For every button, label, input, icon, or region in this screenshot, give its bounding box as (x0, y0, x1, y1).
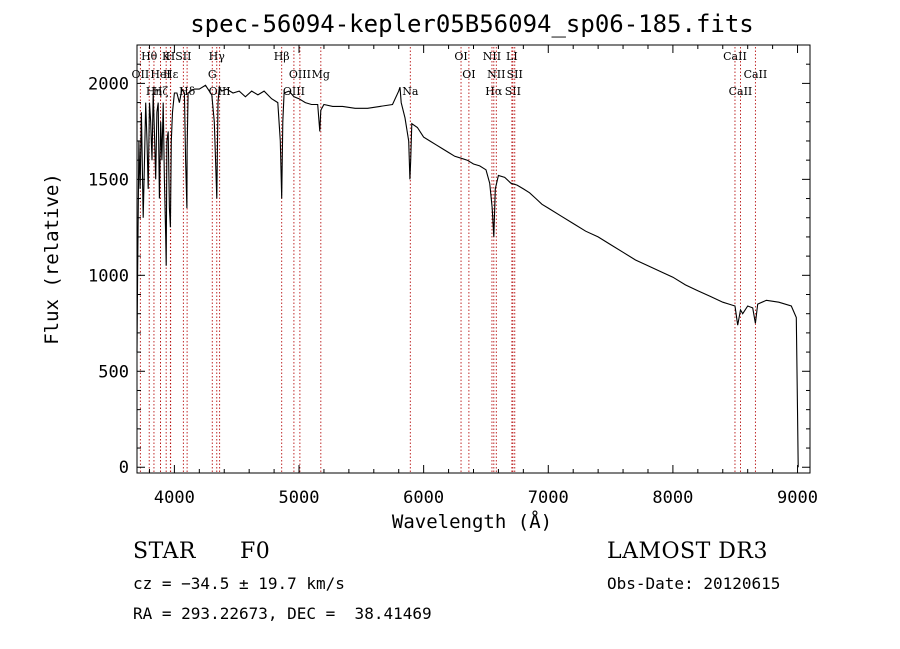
y-tick-label: 500 (98, 362, 129, 382)
x-tick-label: 8000 (652, 488, 693, 508)
line-marker-label: Hγ (209, 50, 226, 63)
obs-date: Obs-Date: 20120615 (607, 574, 781, 593)
line-marker-label: NII (487, 68, 505, 81)
line-marker-label: Na (402, 85, 419, 98)
line-marker-label: Hε (163, 68, 179, 81)
line-marker-label: OIII (289, 68, 311, 81)
x-tick-label: 4000 (154, 488, 195, 508)
x-tick-label: 6000 (403, 488, 444, 508)
object-class: STAR (133, 539, 196, 564)
x-tick-label: 5000 (279, 488, 320, 508)
line-marker-label: Hβ (274, 50, 290, 63)
line-marker-label: K (162, 50, 171, 63)
y-tick-label: 0 (119, 458, 129, 478)
coordinates: RA = 293.22673, DEC = 38.41469 (133, 604, 432, 623)
spectrum-chart: spec-56094-kepler05B56094_sp06-185.fits … (41, 10, 818, 533)
line-marker-label: NII (483, 50, 501, 63)
survey-name: LAMOST DR3 (607, 539, 768, 564)
line-marker-label: OIII (283, 85, 305, 98)
line-marker-label: Hα (485, 85, 503, 98)
line-marker-label: OIII (209, 85, 231, 98)
line-marker-label: SII (507, 68, 523, 81)
line-marker-label: Hζ (153, 85, 169, 98)
plot-frame (136, 44, 811, 474)
line-marker-label: CaII (723, 50, 747, 63)
line-marker-label: H (166, 50, 176, 63)
line-marker-label: SII (505, 85, 521, 98)
line-marker-label: OI (462, 68, 475, 81)
y-tick-label: 1000 (88, 266, 129, 286)
axis-ticks: 4000 5000 6000 7000 8000 9000 0 500 1000 1500 2000 (88, 45, 818, 508)
line-marker-label: OII (132, 68, 150, 81)
line-marker-label: HeI (150, 68, 170, 81)
line-marker-label: Hη (146, 85, 162, 98)
y-tick-label: 1500 (88, 170, 129, 190)
y-axis-label: Flux (relative) (41, 173, 63, 345)
y-tick-label: 2000 (88, 74, 129, 94)
line-marker-label: Hθ (141, 50, 158, 63)
spectrum-line (136, 84, 799, 468)
line-marker-label: SII (175, 50, 191, 63)
x-axis-label: Wavelength (Å) (392, 510, 552, 533)
spectral-subclass: F0 (240, 539, 271, 564)
line-marker-label: Hδ (179, 85, 196, 98)
line-marker-label: CaII (744, 68, 768, 81)
x-tick-label: 7000 (528, 488, 569, 508)
x-tick-label: 9000 (777, 488, 818, 508)
redshift-value: cz = −34.5 ± 19.7 km/s (133, 574, 345, 593)
line-marker-label: Mg (312, 68, 330, 81)
line-marker-label: LI (506, 50, 518, 63)
line-marker-label: CaII (729, 85, 753, 98)
line-marker-label: G (208, 68, 217, 81)
line-marker-label: OI (454, 50, 467, 63)
chart-title: spec-56094-kepler05B56094_sp06-185.fits (190, 10, 754, 38)
